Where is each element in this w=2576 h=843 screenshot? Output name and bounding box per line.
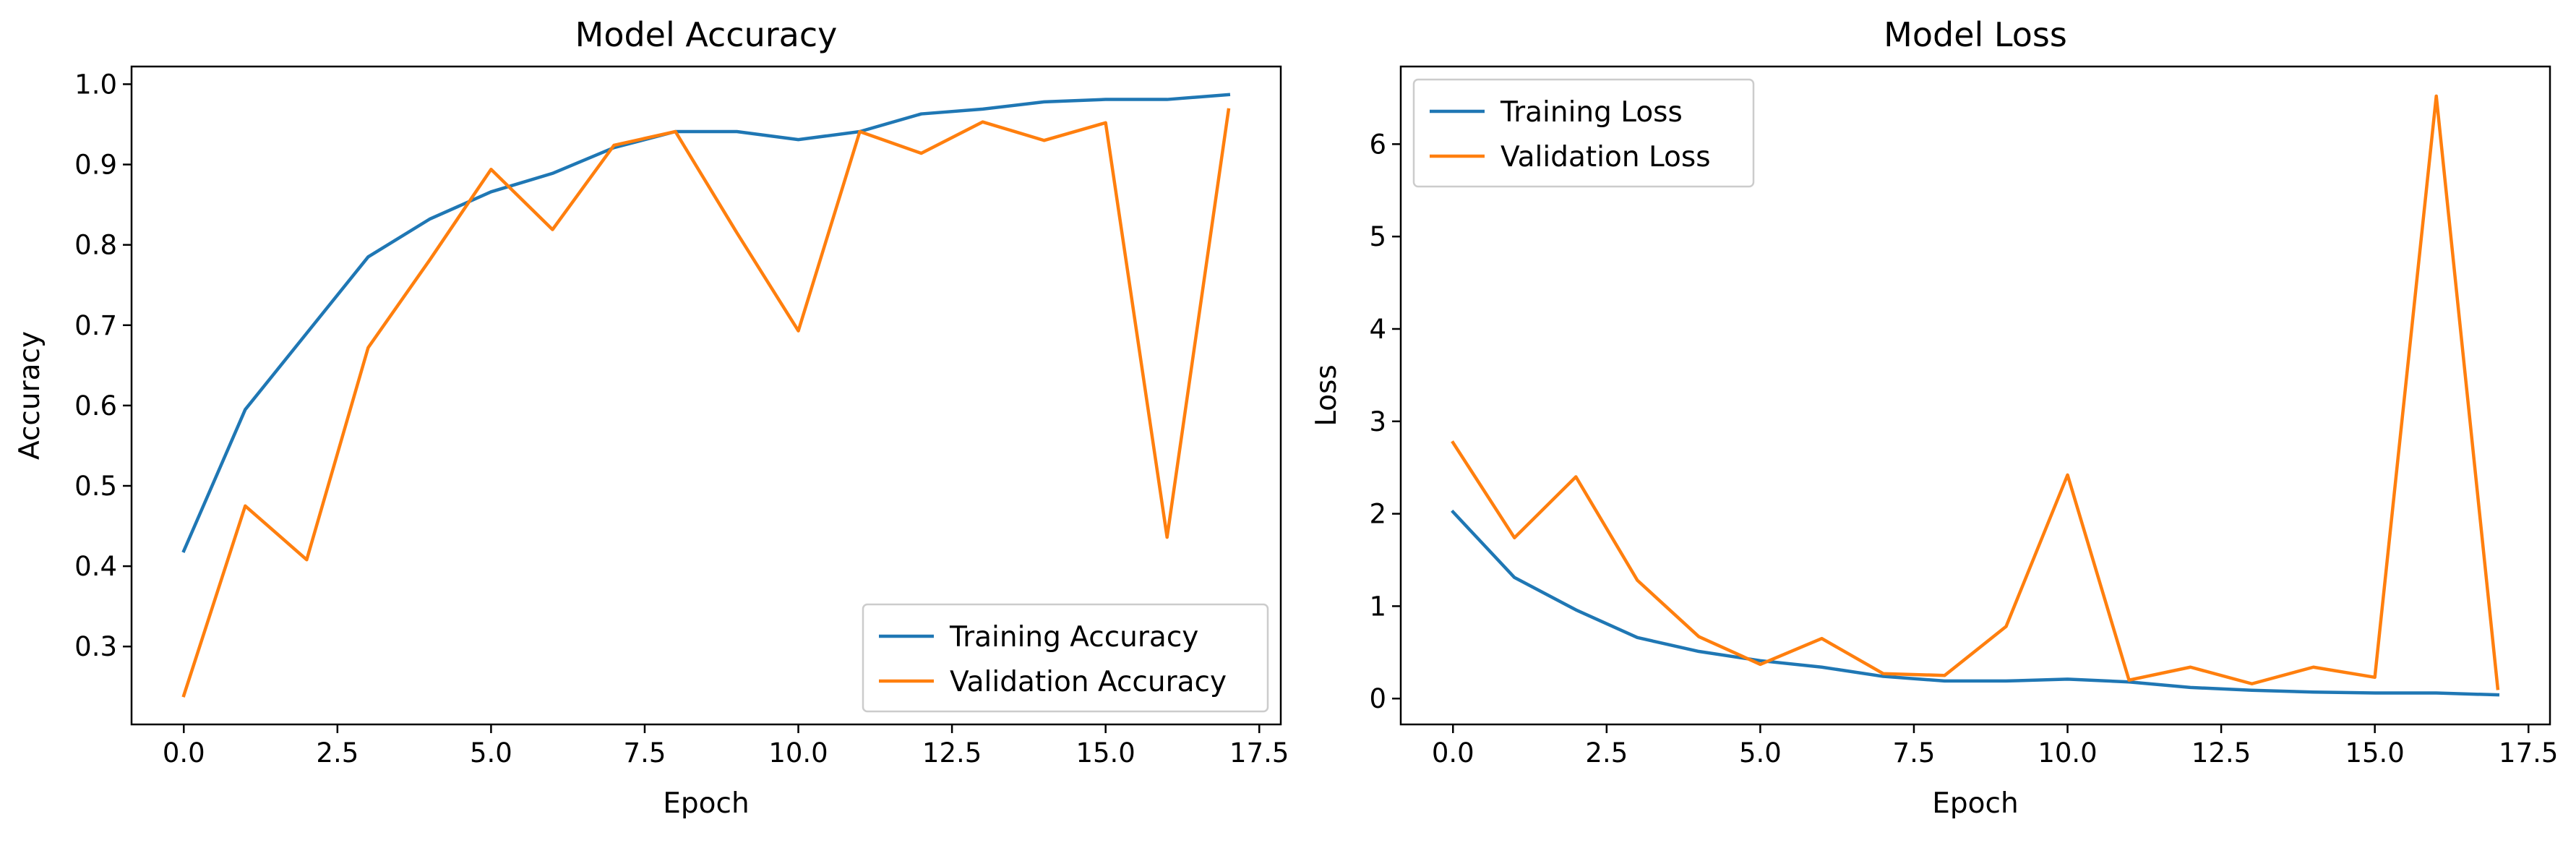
loss-x-tick-label: 17.5 <box>2499 737 2558 769</box>
accuracy-x-tick-label: 17.5 <box>1229 737 1289 769</box>
accuracy-y-tick-label: 0.3 <box>74 631 117 662</box>
loss-y-tick-label: 4 <box>1369 314 1386 345</box>
accuracy-series-line-validation-accuracy <box>181 108 1231 698</box>
loss-chart: 0.0 2.5 5.0 7.5 10.0 12.5 15.0 17.5 0 1 2 3 4 5 6 Model… <box>1310 15 2558 820</box>
loss-y-tick-label: 3 <box>1369 406 1386 437</box>
accuracy-y-axis-label: Accuracy <box>14 331 46 460</box>
accuracy-x-tick-label: 5.0 <box>470 737 512 769</box>
accuracy-chart: 0.0 2.5 5.0 7.5 10.0 12.5 15.0 17.5 0.3 0.4 0.5 0.6… <box>14 15 1289 820</box>
loss-x-tick-label: 12.5 <box>2191 737 2251 769</box>
loss-x-tick-label: 0.0 <box>1432 737 1474 769</box>
accuracy-series-line-training-accuracy <box>181 93 1231 553</box>
loss-x-axis-label: Epoch <box>1932 787 2018 820</box>
loss-legend-box <box>1412 78 1755 188</box>
loss-y-axis-label: Loss <box>1310 364 1343 427</box>
loss-x-tick-label: 7.5 <box>1893 737 1936 769</box>
accuracy-y-tick-label: 0.5 <box>74 471 117 502</box>
loss-x-tick-label: 2.5 <box>1585 737 1628 769</box>
loss-series-line-training-loss <box>1451 509 2500 697</box>
accuracy-chart-title: Model Accuracy <box>575 15 838 54</box>
accuracy-x-tick-label: 12.5 <box>922 737 982 769</box>
loss-axes-frame <box>1399 65 2551 726</box>
loss-chart-title: Model Loss <box>1884 15 2067 54</box>
accuracy-x-tick-label: 10.0 <box>768 737 828 769</box>
accuracy-y-tick-label: 0.9 <box>74 150 117 181</box>
loss-y-tick-label: 6 <box>1369 129 1386 160</box>
accuracy-x-tick-label: 15.0 <box>1076 737 1135 769</box>
accuracy-axes-frame <box>130 65 1282 726</box>
accuracy-y-tick-label: 0.4 <box>74 551 117 582</box>
accuracy-x-axis-label: Epoch <box>663 787 749 820</box>
accuracy-legend-label-training-accuracy: Training Accuracy <box>949 621 1198 654</box>
loss-y-tick-label: 5 <box>1369 221 1386 252</box>
loss-series-line-validation-loss <box>1451 94 2500 690</box>
accuracy-x-tick-label: 7.5 <box>624 737 666 769</box>
accuracy-y-tick-label: 0.6 <box>74 390 117 422</box>
loss-y-tick-label: 2 <box>1369 499 1386 530</box>
accuracy-y-tick-label: 0.8 <box>74 230 117 261</box>
loss-y-tick-label: 0 <box>1369 683 1386 714</box>
loss-y-tick-label: 1 <box>1369 591 1386 622</box>
accuracy-x-tick-label: 2.5 <box>316 737 359 769</box>
accuracy-legend: Training Accuracy Validation Accuracy <box>862 603 1269 713</box>
accuracy-legend-label-validation-accuracy: Validation Accuracy <box>950 666 1227 698</box>
accuracy-legend-box <box>862 603 1269 713</box>
loss-x-tick-label: 10.0 <box>2038 737 2097 769</box>
loss-legend: Training Loss Validation Loss <box>1412 78 1755 188</box>
accuracy-y-tick-label: 1.0 <box>74 69 117 100</box>
loss-legend-label-validation-loss: Validation Loss <box>1500 141 1711 174</box>
loss-x-tick-label: 5.0 <box>1739 737 1782 769</box>
accuracy-y-tick-label: 0.7 <box>74 310 117 341</box>
loss-x-tick-label: 15.0 <box>2345 737 2404 769</box>
accuracy-x-tick-label: 0.0 <box>163 737 205 769</box>
loss-legend-label-training-loss: Training Loss <box>1500 96 1683 129</box>
